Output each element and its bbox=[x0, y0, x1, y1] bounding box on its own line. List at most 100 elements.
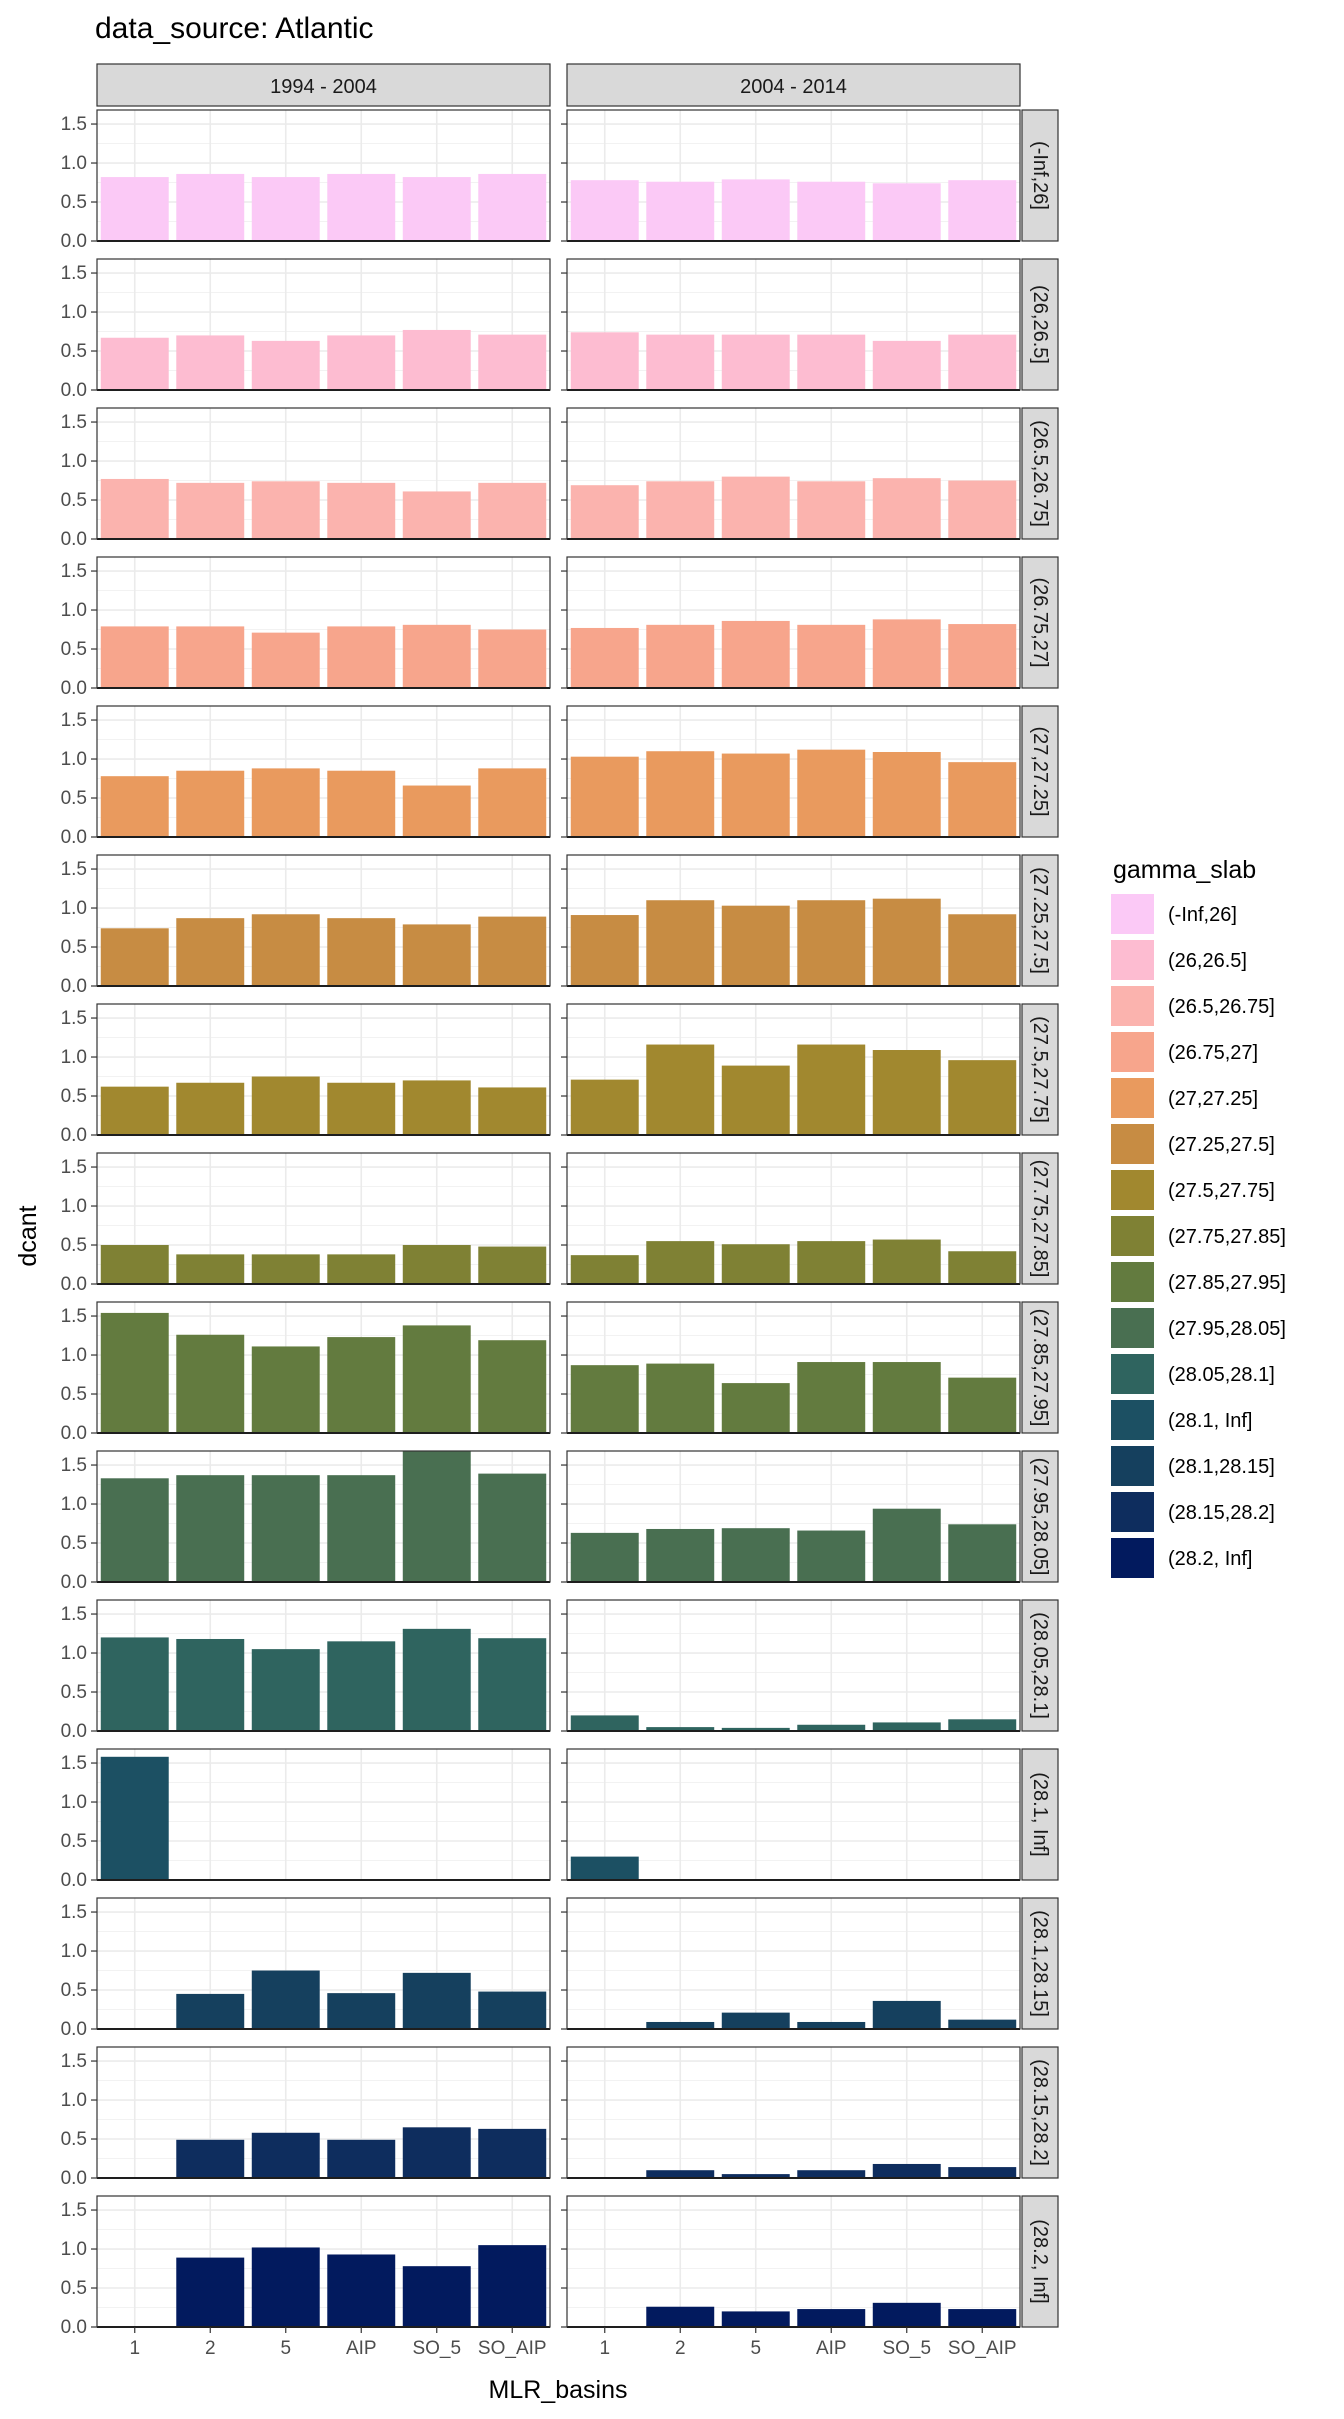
y-tick-label: 1.5 bbox=[61, 710, 87, 731]
bar bbox=[327, 626, 396, 688]
panel-background bbox=[567, 557, 1020, 688]
facet-strip-col-1 bbox=[96, 63, 551, 107]
bar bbox=[797, 1530, 866, 1582]
facet-strip-row-7 bbox=[1021, 1003, 1059, 1136]
bar bbox=[402, 1325, 471, 1433]
bar bbox=[646, 1044, 715, 1135]
x-tick-label: 1 bbox=[599, 2338, 610, 2359]
y-tick-label: 1.0 bbox=[61, 898, 87, 919]
bar bbox=[570, 756, 639, 837]
bar bbox=[176, 626, 245, 688]
panel-background bbox=[97, 855, 550, 986]
legend-label: (-Inf,26] bbox=[1168, 904, 1237, 926]
legend-label: (27.85,27.95] bbox=[1168, 1272, 1286, 1294]
bar bbox=[646, 1528, 715, 1582]
facet-strip-row-8 bbox=[1021, 1152, 1059, 1285]
bar bbox=[570, 180, 639, 241]
bar bbox=[721, 2012, 790, 2029]
bar bbox=[797, 1044, 866, 1135]
bar bbox=[327, 173, 396, 241]
bar bbox=[176, 1082, 245, 1135]
bar bbox=[872, 1508, 941, 1582]
legend: gamma_slab (-Inf,26] (26,26.5] (26.5,26.75… bbox=[1111, 856, 1286, 1578]
bar bbox=[251, 1970, 320, 2029]
bar bbox=[872, 183, 941, 241]
x-tick-label: 2 bbox=[675, 2338, 686, 2359]
bar bbox=[478, 173, 547, 241]
bar bbox=[176, 2139, 245, 2178]
bar bbox=[721, 1528, 790, 1582]
bar bbox=[721, 620, 790, 688]
y-tick-label: 0.5 bbox=[61, 1384, 87, 1405]
panel-background bbox=[567, 1898, 1020, 2029]
facet-strip-row-15 bbox=[1021, 2195, 1059, 2328]
bar bbox=[176, 335, 245, 390]
panel-r11-c2 bbox=[561, 1599, 1021, 1732]
x-tick-label: 1 bbox=[129, 2338, 140, 2359]
facet-strip-label-row-12: (28.1, Inf] bbox=[1029, 1772, 1051, 1857]
bar bbox=[478, 2245, 547, 2327]
y-tick-label: 1.5 bbox=[61, 114, 87, 135]
bar bbox=[478, 1991, 547, 2029]
facet-strip-row-14 bbox=[1021, 2046, 1059, 2179]
legend-key bbox=[1111, 1170, 1154, 1210]
panel-background bbox=[567, 855, 1020, 986]
bar bbox=[327, 1993, 396, 2029]
bar bbox=[646, 181, 715, 241]
panel-background bbox=[97, 1153, 550, 1284]
bar bbox=[570, 915, 639, 986]
legend-label: (26.75,27] bbox=[1168, 1042, 1258, 1064]
facet-strip-label-row-10: (27.95,28.05] bbox=[1029, 1458, 1051, 1576]
panel-background bbox=[567, 259, 1020, 390]
facet-strip-label-row-13: (28.1,28.15] bbox=[1029, 1910, 1051, 2017]
bar bbox=[721, 2311, 790, 2327]
bar bbox=[402, 1451, 471, 1582]
y-tick-label: 0.0 bbox=[61, 1423, 87, 1444]
panel-border bbox=[566, 258, 1021, 391]
y-tick-label: 0.0 bbox=[61, 380, 87, 401]
bar bbox=[948, 1060, 1017, 1135]
panel-border bbox=[566, 2195, 1021, 2328]
legend-key bbox=[1111, 1538, 1154, 1578]
bar bbox=[872, 752, 941, 837]
bar bbox=[797, 1241, 866, 1284]
bar bbox=[872, 340, 941, 390]
y-tick-label: 0.5 bbox=[61, 1831, 87, 1852]
y-tick-label: 0.0 bbox=[61, 1721, 87, 1742]
y-tick-label: 1.0 bbox=[61, 2239, 87, 2260]
y-tick-label: 1.0 bbox=[61, 600, 87, 621]
panel-background bbox=[97, 1004, 550, 1135]
panel-border bbox=[96, 1748, 551, 1881]
legend-label: (27.95,28.05] bbox=[1168, 1318, 1286, 1340]
bar bbox=[402, 1245, 471, 1284]
panel-border bbox=[566, 1450, 1021, 1583]
panel-border bbox=[566, 1003, 1021, 1136]
bar bbox=[570, 1715, 639, 1731]
panel-background bbox=[567, 1153, 1020, 1284]
bar bbox=[176, 918, 245, 986]
y-tick-label: 1.5 bbox=[61, 2051, 87, 2072]
legend-key bbox=[1111, 1308, 1154, 1348]
facet-strip-label-row-5: (27,27.25] bbox=[1029, 726, 1051, 816]
y-tick-label: 0.0 bbox=[61, 1870, 87, 1891]
panel-r15-c2 bbox=[561, 2195, 1021, 2328]
bar bbox=[797, 334, 866, 390]
bar bbox=[176, 482, 245, 539]
bar bbox=[327, 1082, 396, 1135]
panel-background bbox=[567, 408, 1020, 539]
facet-strip-row-12 bbox=[1021, 1748, 1059, 1881]
bar bbox=[327, 2254, 396, 2327]
y-tick-label: 0.5 bbox=[61, 341, 87, 362]
bar bbox=[797, 2170, 866, 2178]
panel-r5-c2 bbox=[561, 705, 1021, 838]
y-tick-label: 0.5 bbox=[61, 639, 87, 660]
facet-strip-label-row-6: (27.25,27.5] bbox=[1029, 867, 1051, 974]
y-tick-label: 1.0 bbox=[61, 1792, 87, 1813]
y-tick-label: 0.0 bbox=[61, 529, 87, 550]
bar bbox=[176, 2257, 245, 2327]
bar bbox=[251, 1254, 320, 1284]
bar bbox=[402, 2127, 471, 2178]
legend-key bbox=[1111, 1262, 1154, 1302]
facet-strip-label-col-1: 1994 - 2004 bbox=[270, 76, 377, 98]
bar bbox=[570, 1255, 639, 1284]
